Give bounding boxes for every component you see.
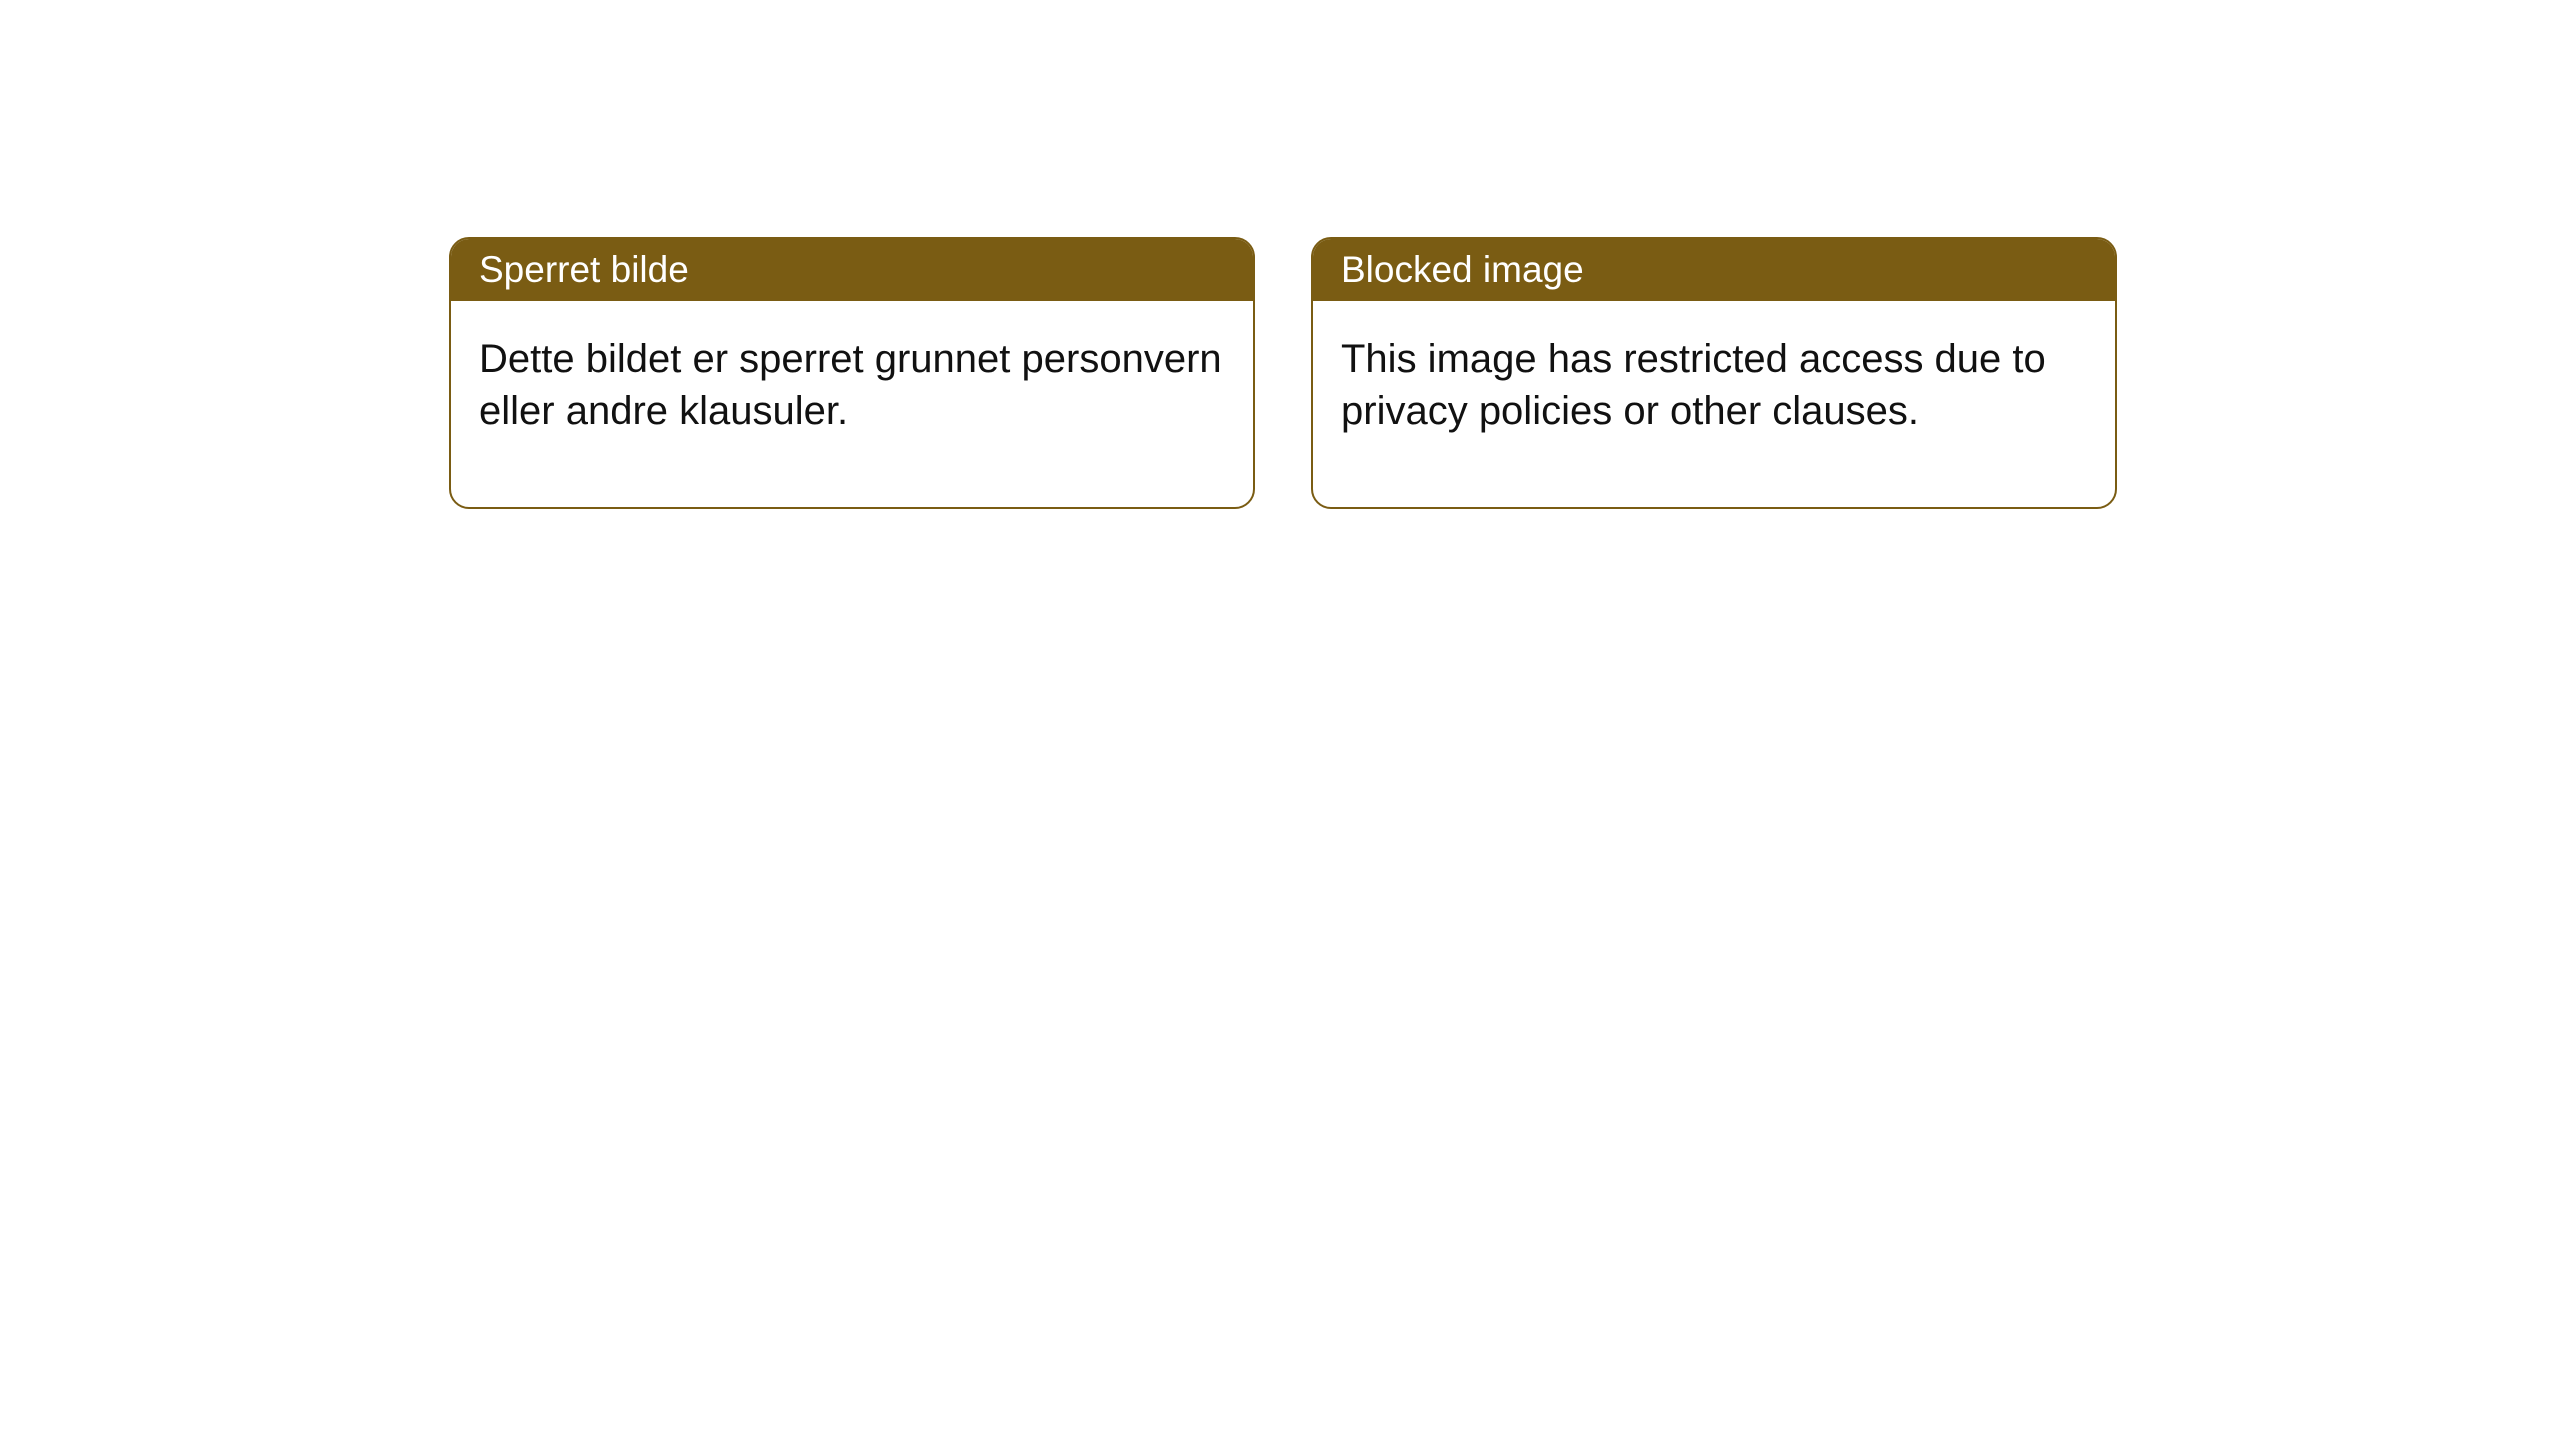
card-title: Sperret bilde	[479, 249, 689, 290]
card-body-text: Dette bildet er sperret grunnet personve…	[479, 337, 1222, 433]
card-body: This image has restricted access due to …	[1313, 301, 2115, 507]
notice-card-norwegian: Sperret bilde Dette bildet er sperret gr…	[449, 237, 1255, 509]
notice-cards-container: Sperret bilde Dette bildet er sperret gr…	[449, 237, 2117, 509]
card-header: Blocked image	[1313, 239, 2115, 301]
card-body-text: This image has restricted access due to …	[1341, 337, 2046, 433]
card-header: Sperret bilde	[451, 239, 1253, 301]
card-body: Dette bildet er sperret grunnet personve…	[451, 301, 1253, 507]
notice-card-english: Blocked image This image has restricted …	[1311, 237, 2117, 509]
card-title: Blocked image	[1341, 249, 1584, 290]
